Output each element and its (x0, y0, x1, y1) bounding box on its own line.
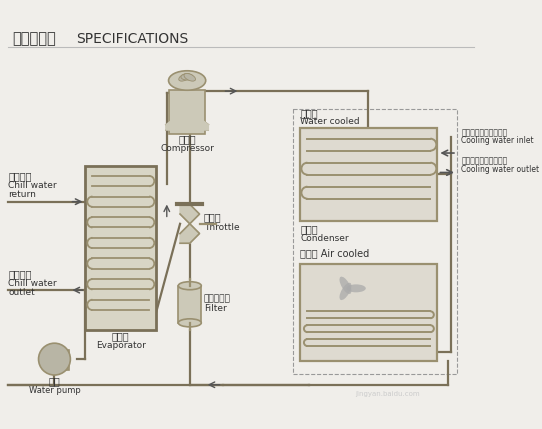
Ellipse shape (346, 284, 366, 292)
Text: Filter: Filter (204, 304, 227, 313)
Text: 冰水回口: 冰水回口 (9, 172, 32, 181)
Text: Water pump: Water pump (29, 386, 80, 395)
Ellipse shape (339, 277, 351, 294)
Text: SPECIFICATIONS: SPECIFICATIONS (76, 32, 189, 46)
Text: Compressor: Compressor (160, 144, 214, 153)
Ellipse shape (179, 73, 190, 81)
FancyBboxPatch shape (86, 166, 156, 330)
FancyBboxPatch shape (178, 286, 201, 323)
Ellipse shape (178, 282, 201, 290)
Text: return: return (9, 190, 36, 199)
Text: Chill water: Chill water (9, 181, 57, 190)
Text: 风冷式 Air cooled: 风冷式 Air cooled (300, 248, 370, 259)
FancyBboxPatch shape (300, 128, 437, 221)
Text: 干燥过滤器: 干燥过滤器 (204, 294, 231, 303)
Text: 压缩机: 压缩机 (178, 134, 196, 145)
Circle shape (38, 343, 70, 375)
Text: 蒸发器: 蒸发器 (112, 332, 130, 341)
Text: 水冷式: 水冷式 (300, 108, 318, 118)
Text: 结构示意图: 结构示意图 (12, 31, 56, 46)
Text: Evaporator: Evaporator (96, 341, 146, 350)
Ellipse shape (339, 283, 351, 300)
Polygon shape (166, 119, 208, 130)
FancyBboxPatch shape (300, 263, 437, 361)
Ellipse shape (181, 74, 193, 80)
Text: Water cooled: Water cooled (300, 117, 360, 126)
Text: outlet: outlet (9, 287, 35, 296)
Text: Throttle: Throttle (204, 223, 240, 232)
Text: 出水口（连散热水塔）: 出水口（连散热水塔） (461, 157, 507, 166)
Ellipse shape (169, 71, 206, 90)
Text: 水泵: 水泵 (49, 376, 60, 386)
Ellipse shape (184, 73, 196, 81)
Text: Chill water: Chill water (9, 279, 57, 288)
Text: 入水口（连散热水塔）: 入水口（连散热水塔） (461, 128, 507, 137)
Text: 冷凝器: 冷凝器 (300, 225, 318, 235)
Polygon shape (180, 204, 199, 224)
Ellipse shape (178, 319, 201, 327)
Text: jingyan.baidu.com: jingyan.baidu.com (355, 391, 420, 397)
Text: Condenser: Condenser (300, 235, 349, 244)
Text: 节流阀: 节流阀 (204, 211, 222, 222)
Polygon shape (180, 224, 199, 243)
Text: Cooling water outlet: Cooling water outlet (461, 165, 539, 174)
Text: Cooling water inlet: Cooling water inlet (461, 136, 534, 145)
Text: 冰水出口: 冰水出口 (9, 269, 32, 279)
FancyBboxPatch shape (170, 90, 205, 134)
FancyBboxPatch shape (54, 350, 69, 370)
